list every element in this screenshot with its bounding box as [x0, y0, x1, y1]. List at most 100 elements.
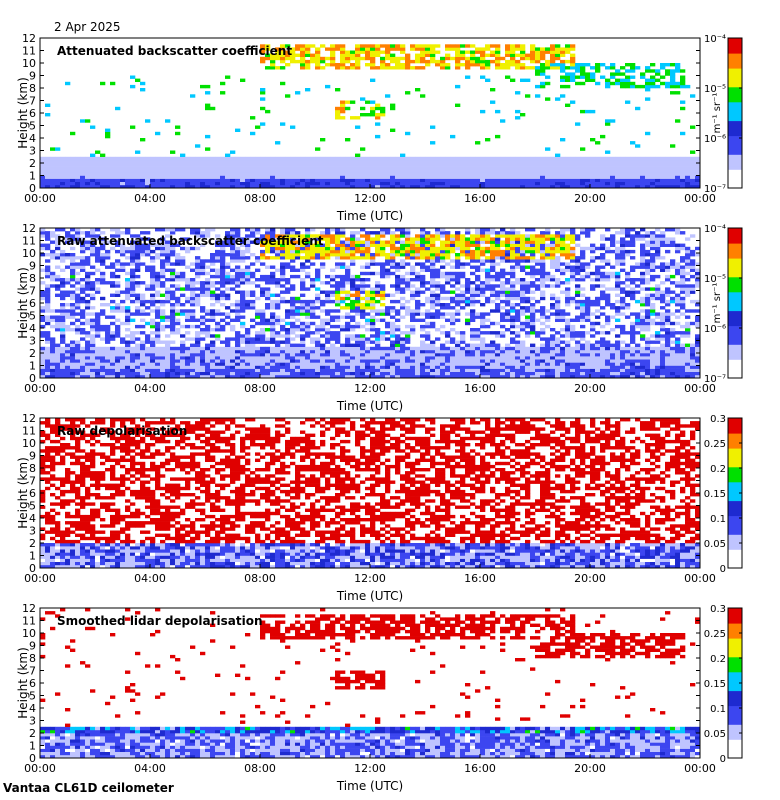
- heatmap-field: [40, 418, 700, 568]
- heatmap-field: [40, 228, 700, 378]
- y-axis-label: Height (km): [16, 267, 30, 338]
- y-tick-label: 3: [29, 145, 36, 158]
- x-tick-label: 00:00: [684, 192, 716, 205]
- y-tick-label: 6: [29, 107, 36, 120]
- y-tick-label: 7: [29, 665, 36, 678]
- y-tick-label: 5: [29, 310, 36, 323]
- y-tick-label: 0: [29, 182, 36, 195]
- x-axis-label: Time (UTC): [336, 779, 403, 793]
- colorbar-tick-label: 0.2: [710, 654, 726, 665]
- y-tick-label: 3: [29, 525, 36, 538]
- y-tick-label: 10: [22, 437, 36, 450]
- y-tick-label: 11: [22, 45, 36, 58]
- y-tick-label: 5: [29, 500, 36, 513]
- y-tick-label: 6: [29, 297, 36, 310]
- panel-title: Raw depolarisation: [57, 424, 187, 438]
- y-axis-label: Height (km): [16, 77, 30, 148]
- y-axis-label: Height (km): [16, 457, 30, 528]
- y-tick-label: 0: [29, 752, 36, 765]
- colorbar-tick-label: 0.05: [704, 729, 726, 740]
- y-tick-label: 9: [29, 640, 36, 653]
- y-tick-label: 8: [29, 652, 36, 665]
- y-tick-label: 7: [29, 475, 36, 488]
- x-axis-label: Time (UTC): [336, 589, 403, 603]
- colorbar-tick-label: 0.3: [710, 414, 726, 425]
- colorbar-tick-label: 10⁻⁶: [704, 324, 726, 335]
- y-tick-label: 12: [22, 602, 36, 615]
- y-axis-label: Height (km): [16, 647, 30, 718]
- panel-title: Smoothed lidar depolarisation: [57, 614, 263, 628]
- y-tick-label: 3: [29, 335, 36, 348]
- x-tick-label: 16:00: [464, 192, 496, 205]
- x-axis-label: Time (UTC): [336, 399, 403, 413]
- panel-title: Raw attenuated backscatter coefficient: [57, 234, 324, 248]
- x-tick-label: 00:00: [24, 192, 56, 205]
- colorbar-tick-label: 10⁻⁴: [704, 34, 726, 45]
- y-tick-label: 7: [29, 95, 36, 108]
- y-tick-label: 11: [22, 425, 36, 438]
- x-tick-label: 00:00: [24, 572, 56, 585]
- y-tick-label: 11: [22, 235, 36, 248]
- panel-2: Raw attenuated backscatter coefficient01…: [16, 222, 743, 413]
- y-tick-label: 9: [29, 70, 36, 83]
- y-tick-label: 10: [22, 57, 36, 70]
- y-tick-label: 8: [29, 462, 36, 475]
- colorbar-tick-label: 0.15: [704, 679, 726, 690]
- y-tick-label: 3: [29, 715, 36, 728]
- y-tick-label: 1: [29, 550, 36, 563]
- colorbar-tick-label: 0.1: [710, 704, 726, 715]
- y-tick-label: 4: [29, 702, 36, 715]
- y-tick-label: 4: [29, 512, 36, 525]
- heatmap-field: [40, 38, 700, 188]
- y-tick-label: 2: [29, 157, 36, 170]
- panel-4: Smoothed lidar depolarisation01234567891…: [16, 602, 743, 793]
- y-tick-label: 6: [29, 487, 36, 500]
- x-tick-label: 20:00: [574, 572, 606, 585]
- panel-title: Attenuated backscatter coefficient: [57, 44, 292, 58]
- y-tick-label: 1: [29, 170, 36, 183]
- colorbar: 0.3 0.25 0.2 0.15 0.1 0.05 0: [704, 414, 743, 575]
- x-tick-label: 04:00: [134, 762, 166, 775]
- colorbar-tick-label: 0.25: [704, 629, 726, 640]
- colorbar-unit-label: m⁻¹ sr⁻¹: [712, 283, 723, 324]
- x-tick-label: 00:00: [684, 762, 716, 775]
- y-tick-label: 0: [29, 372, 36, 385]
- y-tick-label: 12: [22, 32, 36, 45]
- colorbar-tick-label: 10⁻⁵: [704, 274, 726, 285]
- y-tick-label: 9: [29, 450, 36, 463]
- x-tick-label: 12:00: [354, 762, 386, 775]
- colorbar-tick-label: 0.1: [710, 514, 726, 525]
- x-tick-label: 16:00: [464, 762, 496, 775]
- x-tick-label: 08:00: [244, 762, 276, 775]
- x-tick-label: 00:00: [684, 572, 716, 585]
- colorbar-tick-label: 0: [720, 564, 726, 575]
- x-tick-label: 12:00: [354, 382, 386, 395]
- x-tick-label: 04:00: [134, 382, 166, 395]
- x-tick-label: 08:00: [244, 382, 276, 395]
- y-tick-label: 2: [29, 537, 36, 550]
- x-axis-label: Time (UTC): [336, 209, 403, 223]
- x-tick-label: 08:00: [244, 572, 276, 585]
- colorbar-tick-label: 10⁻⁵: [704, 84, 726, 95]
- colorbar-tick-label: 0.05: [704, 539, 726, 550]
- colorbar-tick-label: 0: [720, 754, 726, 765]
- colorbar-tick-label: 10⁻⁷: [704, 184, 726, 195]
- colorbar-unit-label: m⁻¹ sr⁻¹: [712, 93, 723, 134]
- date-label: 2 Apr 2025: [54, 20, 121, 34]
- panel-1: Attenuated backscatter coefficient012345…: [16, 32, 743, 223]
- heatmap-field: [40, 608, 700, 758]
- colorbar-tick-label: 0.25: [704, 439, 726, 450]
- x-tick-label: 16:00: [464, 382, 496, 395]
- y-tick-label: 11: [22, 615, 36, 628]
- colorbar-tick-label: 0.3: [710, 604, 726, 615]
- y-tick-label: 8: [29, 272, 36, 285]
- colorbar: 0.3 0.25 0.2 0.15 0.1 0.05 0: [704, 604, 743, 765]
- y-tick-label: 5: [29, 690, 36, 703]
- x-tick-label: 20:00: [574, 192, 606, 205]
- y-tick-label: 1: [29, 360, 36, 373]
- x-tick-label: 04:00: [134, 192, 166, 205]
- y-tick-label: 12: [22, 412, 36, 425]
- y-tick-label: 5: [29, 120, 36, 133]
- x-tick-label: 04:00: [134, 572, 166, 585]
